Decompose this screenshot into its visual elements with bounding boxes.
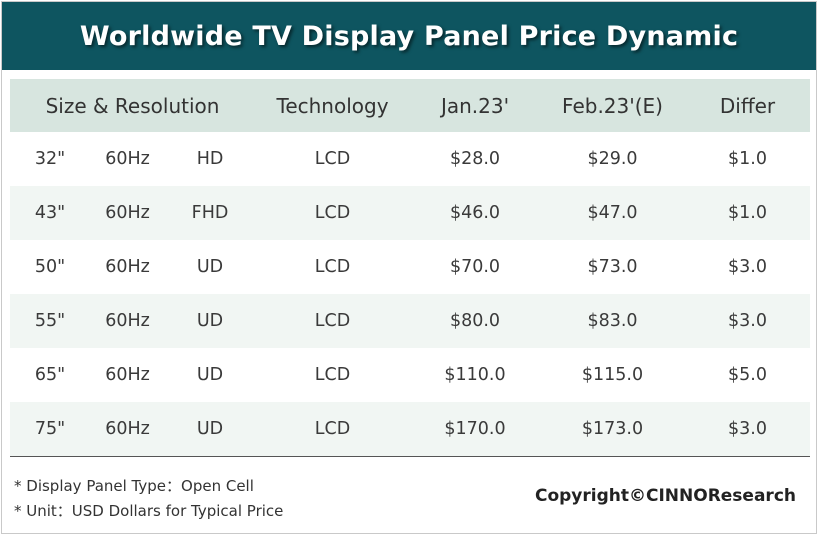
cell-feb-price: $47.0	[540, 186, 686, 240]
table-body: 32" 60Hz HD LCD $28.0 $29.0 $1.0 43" 60Hz FHD LCD $…	[10, 132, 811, 457]
cell-jan-price: $28.0	[410, 132, 541, 186]
cell-feb-price: $173.0	[540, 402, 686, 457]
cell-differ: $3.0	[685, 294, 811, 348]
cell-resolution: HD	[165, 132, 256, 186]
header-feb: Feb.23'(E)	[540, 79, 686, 132]
cell-size: 50"	[10, 240, 90, 294]
cell-size: 55"	[10, 294, 90, 348]
cell-size: 75"	[10, 402, 90, 457]
price-table: Size & Resolution Technology Jan.23' Feb…	[10, 79, 811, 457]
footnote-unit: * Unit：USD Dollars for Typical Price	[14, 502, 284, 520]
table-row: 75" 60Hz UD LCD $170.0 $173.0 $3.0	[10, 402, 811, 457]
cell-resolution: FHD	[165, 186, 256, 240]
table-row: 50" 60Hz UD LCD $70.0 $73.0 $3.0	[10, 240, 811, 294]
cell-jan-price: $70.0	[410, 240, 541, 294]
table-row: 55" 60Hz UD LCD $80.0 $83.0 $3.0	[10, 294, 811, 348]
cell-jan-price: $80.0	[410, 294, 541, 348]
cell-differ: $5.0	[685, 348, 811, 402]
cell-refresh-rate: 60Hz	[90, 348, 165, 402]
cell-resolution: UD	[165, 402, 256, 457]
cell-differ: $3.0	[685, 240, 811, 294]
header-jan: Jan.23'	[410, 79, 541, 132]
cell-refresh-rate: 60Hz	[90, 132, 165, 186]
cell-refresh-rate: 60Hz	[90, 240, 165, 294]
cell-resolution: UD	[165, 294, 256, 348]
header-size-resolution: Size & Resolution	[10, 79, 256, 132]
cell-technology: LCD	[255, 402, 411, 457]
cell-differ: $1.0	[685, 132, 811, 186]
cell-resolution: UD	[165, 240, 256, 294]
cell-refresh-rate: 60Hz	[90, 402, 165, 457]
footnotes: * Display Panel Type：Open Cell * Unit：US…	[14, 474, 283, 524]
chart-title: Worldwide TV Display Panel Price Dynamic	[79, 20, 739, 52]
cell-feb-price: $83.0	[540, 294, 686, 348]
cell-size: 43"	[10, 186, 90, 240]
header-technology: Technology	[255, 79, 411, 132]
footnote-panel-type: * Display Panel Type：Open Cell	[14, 477, 254, 495]
title-bar: Worldwide TV Display Panel Price Dynamic	[2, 2, 816, 70]
cell-technology: LCD	[255, 186, 411, 240]
table-row: 43" 60Hz FHD LCD $46.0 $47.0 $1.0	[10, 186, 811, 240]
cell-refresh-rate: 60Hz	[90, 294, 165, 348]
cell-refresh-rate: 60Hz	[90, 186, 165, 240]
header-differ: Differ	[685, 79, 811, 132]
cell-technology: LCD	[255, 132, 411, 186]
cell-differ: $1.0	[685, 186, 811, 240]
cell-size: 32"	[10, 132, 90, 186]
cell-jan-price: $46.0	[410, 186, 541, 240]
cell-resolution: UD	[165, 348, 256, 402]
copyright-label: Copyright©CINNOResearch	[534, 486, 796, 506]
cell-technology: LCD	[255, 294, 411, 348]
cell-technology: LCD	[255, 240, 411, 294]
cell-feb-price: $73.0	[540, 240, 686, 294]
cell-differ: $3.0	[685, 402, 811, 457]
cell-technology: LCD	[255, 348, 411, 402]
cell-feb-price: $115.0	[540, 348, 686, 402]
cell-size: 65"	[10, 348, 90, 402]
cell-jan-price: $170.0	[410, 402, 541, 457]
cell-feb-price: $29.0	[540, 132, 686, 186]
table-row: 32" 60Hz HD LCD $28.0 $29.0 $1.0	[10, 132, 811, 186]
table-row: 65" 60Hz UD LCD $110.0 $115.0 $5.0	[10, 348, 811, 402]
cell-jan-price: $110.0	[410, 348, 541, 402]
header-row: Size & Resolution Technology Jan.23' Feb…	[10, 79, 811, 132]
